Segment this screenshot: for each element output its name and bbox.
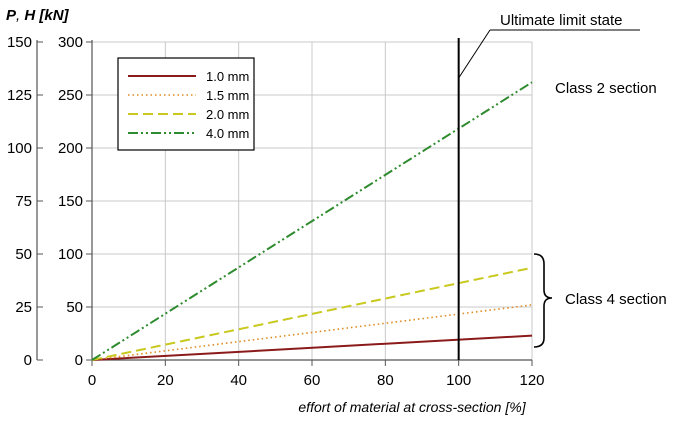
y-tick-label-outer: 125: [7, 87, 32, 104]
x-tick-label: 0: [88, 372, 96, 389]
y-tick-labels-outer: 0 25 50 75 100 125 150: [7, 34, 32, 369]
x-tick-label: 80: [377, 372, 394, 389]
class4-label: Class 4 section: [565, 291, 667, 308]
x-tick-label: 60: [304, 372, 321, 389]
legend-label: 2.0 mm: [206, 107, 249, 122]
legend: 1.0 mm 1.5 mm 2.0 mm 4.0 mm: [117, 57, 255, 151]
y-tick-label-inner: 100: [58, 246, 83, 263]
y-tick-label-inner: 250: [58, 87, 83, 104]
y-tick-label-inner: 0: [75, 352, 83, 369]
y-axis-title-sep: ,: [16, 7, 24, 24]
y-tick-label-outer: 0: [24, 352, 32, 369]
uls-leader: [458, 29, 491, 79]
y-tick-labels-inner: 0 50 100 150 200 250 300: [58, 34, 83, 369]
y-tick-label-outer: 25: [15, 299, 32, 316]
x-axis-title: effort of material at cross-section [%]: [298, 399, 526, 415]
y-tick-label-outer: 150: [7, 34, 32, 51]
y-tick-label-inner: 200: [58, 140, 83, 157]
y-axis-title-p: P: [6, 7, 17, 24]
class2-label: Class 2 section: [555, 80, 657, 97]
y-tick-label-outer: 100: [7, 140, 32, 157]
legend-label: 1.5 mm: [206, 88, 249, 103]
y-axis-title: P, H [kN]: [6, 7, 70, 24]
legend-box: [117, 57, 255, 151]
class4-brace: [533, 253, 553, 348]
x-tick-labels: 0 20 40 60 80 100 120: [88, 372, 545, 389]
x-tick-label: 120: [519, 372, 544, 389]
y-tick-label-inner: 50: [66, 299, 83, 316]
uls-label: Ultimate limit state: [500, 12, 623, 29]
x-tick-label: 20: [157, 372, 174, 389]
y-tick-label-inner: 150: [58, 193, 83, 210]
y-axis-title-h: H [kN]: [24, 7, 69, 24]
x-tick-label: 100: [446, 372, 471, 389]
legend-label: 4.0 mm: [206, 126, 249, 141]
legend-items: 1.0 mm 1.5 mm 2.0 mm 4.0 mm: [128, 69, 249, 141]
legend-label: 1.0 mm: [206, 69, 249, 84]
y-tick-label-outer: 50: [15, 246, 32, 263]
x-tick-label: 40: [230, 372, 247, 389]
y-tick-label-outer: 75: [15, 193, 32, 210]
y-tick-label-inner: 300: [58, 34, 83, 51]
